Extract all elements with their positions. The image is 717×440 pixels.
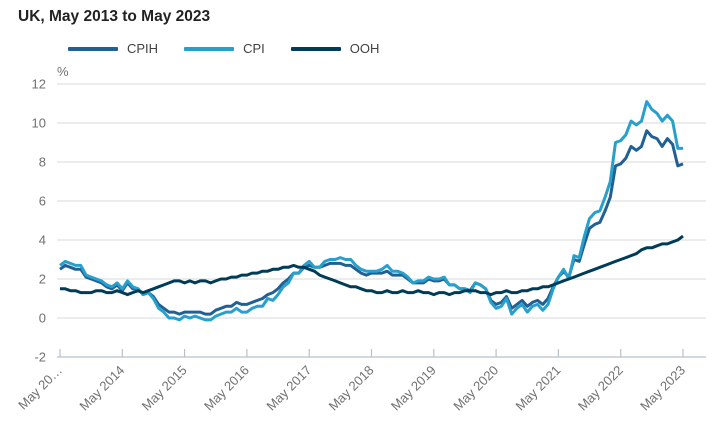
cpi-line-swatch-icon [184,46,235,51]
x-axis-tick-label: May 2021 [513,363,564,414]
chart-legend: CPIH CPI OOH [68,41,379,56]
y-axis-tick-label: -2 [34,350,46,365]
y-axis-tick-label: 6 [39,194,46,209]
y-axis-tick-label: 12 [32,77,46,92]
y-axis-tick-label: 10 [32,116,46,131]
x-axis-tick-label: May 2022 [575,363,626,414]
legend-item-cpih: CPIH [68,41,158,56]
y-axis-tick-label: 2 [39,272,46,287]
cpi-series-line [59,100,683,322]
y-axis-unit-label: % [57,64,69,79]
x-axis-tick-label: May 2023 [637,363,688,414]
y-axis-tick-label: 8 [39,155,46,170]
x-axis-tick-label: May 2020 [450,363,501,414]
x-axis-tick-label: May 2016 [201,363,252,414]
legend-label-cpih: CPIH [127,41,159,56]
x-axis-tick-label: May 2014 [76,363,127,414]
cpih-series-line [59,129,684,316]
x-axis-tick-label: May 2018 [326,363,377,414]
x-axis-tick-label: May 2015 [139,363,190,414]
legend-label-ooh: OOH [349,41,380,56]
legend-item-cpi: CPI [184,41,265,56]
ooh-series-line [60,234,684,297]
legend-item-ooh: OOH [290,41,380,56]
y-axis-tick-label: 0 [39,311,46,326]
y-axis-tick-label: 4 [39,233,46,248]
cpih-line-swatch-icon [68,46,118,51]
x-axis-tick-label: May 2017 [263,363,314,414]
x-axis-tick-label: May 20… [15,363,65,413]
chart-title: UK, May 2013 to May 2023 [18,8,211,25]
ooh-line-swatch-icon [290,46,341,51]
legend-label-cpi: CPI [243,41,265,56]
x-axis-tick-label: May 2019 [388,363,439,414]
